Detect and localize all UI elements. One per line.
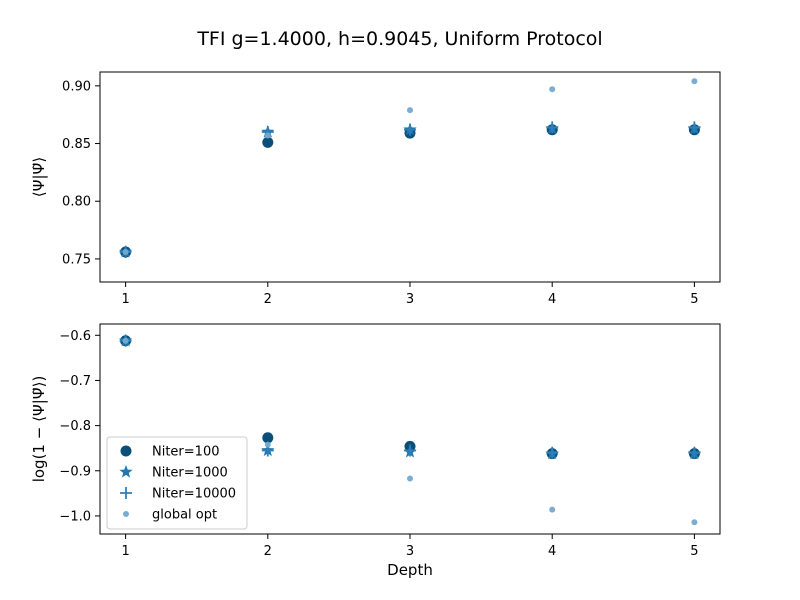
bottom-point-global-opt <box>407 475 413 482</box>
top-point-global-opt <box>549 86 556 93</box>
top-x-tick-label: 3 <box>406 292 414 307</box>
bottom-point-niter-100 <box>262 432 274 444</box>
bottom-x-tick-label: 1 <box>121 544 129 559</box>
top-x-tick-label: 5 <box>690 292 698 307</box>
bottom-x-tick-label: 3 <box>406 544 414 559</box>
top-x-tick-label: 4 <box>548 292 556 307</box>
bottom-x-tick-label: 5 <box>690 544 698 559</box>
bottom-y-tick-label: −0.9 <box>59 464 91 479</box>
legend-marker-niter-100 <box>120 445 132 457</box>
top-y-tick-label: 0.90 <box>62 79 91 94</box>
top-x-tick-label: 2 <box>264 292 272 307</box>
legend-marker-niter-1000 <box>119 465 133 478</box>
legend-label-global-opt: global opt <box>152 508 217 523</box>
legend: Niter=100 Niter=1000 Niter=10000 global opt <box>106 436 248 530</box>
bottom-y-tick-label: −0.7 <box>59 374 91 389</box>
bottom-y-axis-label: log(1 − ⟨Ψ|Ψ̃⟩) <box>30 376 48 483</box>
legend-label-niter-1000: Niter=1000 <box>152 466 228 481</box>
top-point-global-opt <box>122 249 129 255</box>
top-point-global-opt <box>691 78 698 85</box>
bottom-x-tick-label: 2 <box>264 544 272 559</box>
top-point-niter-100 <box>262 136 274 148</box>
top-point-global-opt <box>407 107 413 114</box>
top-point-niter-10000 <box>404 123 416 136</box>
bottom-y-tick-label: −0.6 <box>59 329 91 344</box>
legend-box <box>106 436 248 530</box>
top-point-niter-10000 <box>688 121 701 134</box>
bottom-point-niter-10000 <box>688 446 701 459</box>
bottom-x-tick-label: 4 <box>548 544 556 559</box>
top-plot-area <box>100 72 720 282</box>
legend-marker-global-opt <box>123 511 129 517</box>
bottom-point-global-opt <box>549 506 556 513</box>
top-y-tick-label: 0.85 <box>62 137 91 152</box>
bottom-point-global-opt <box>122 337 129 344</box>
legend-label-niter-10000: Niter=10000 <box>152 487 236 502</box>
bottom-point-niter-10000 <box>404 444 416 457</box>
bottom-point-global-opt <box>691 519 698 526</box>
figure-title: TFI g=1.4000, h=0.9045, Uniform Protocol <box>196 28 602 50</box>
top-x-tick-label: 1 <box>121 292 129 307</box>
top-point-global-opt <box>264 132 271 139</box>
top-y-tick-label: 0.75 <box>62 252 91 267</box>
legend-label-niter-100: Niter=100 <box>152 445 219 460</box>
top-y-axis-label: ⟨Ψ|Ψ̃⟩ <box>30 157 48 197</box>
top-axes-frame <box>99 71 721 283</box>
bottom-y-tick-label: −0.8 <box>59 419 91 434</box>
top-y-tick-label: 0.80 <box>62 195 91 210</box>
bottom-x-axis-label: Depth <box>387 561 433 579</box>
bottom-point-global-opt <box>264 441 271 448</box>
bottom-point-niter-10000 <box>546 446 559 459</box>
legend-marker-niter-10000 <box>120 487 132 499</box>
bottom-axes-frame <box>99 323 721 535</box>
top-point-niter-10000 <box>546 121 559 134</box>
top-panel: 1 2 3 4 5 0.75 0.80 0.85 0.90 <box>62 71 721 307</box>
bottom-y-tick-label: −1.0 <box>59 509 91 524</box>
